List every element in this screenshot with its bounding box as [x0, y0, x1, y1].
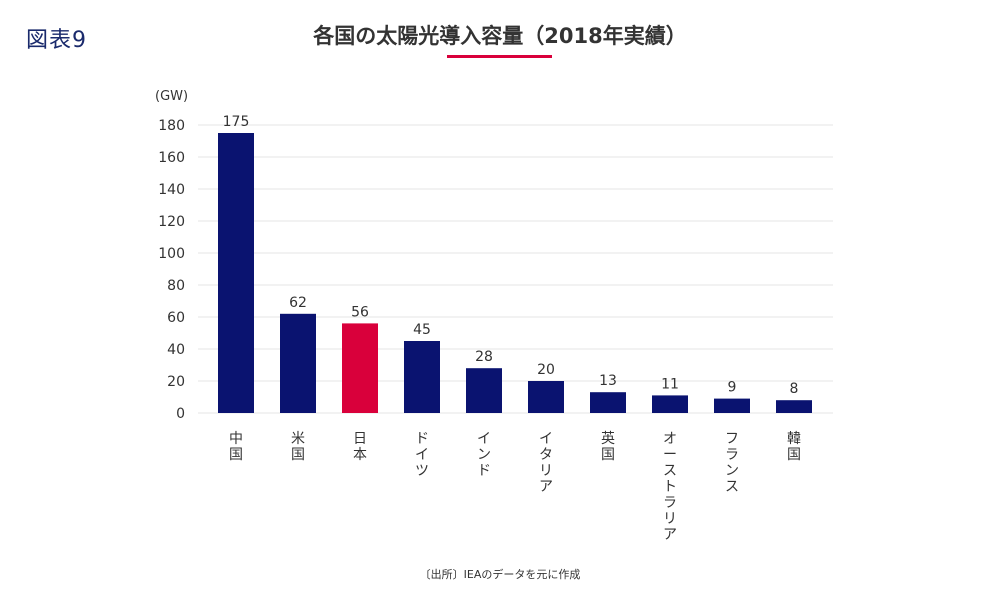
- category-label-4: インド: [477, 431, 491, 479]
- bar-1: [280, 313, 316, 413]
- data-label-0: 175: [223, 114, 250, 130]
- data-label-1: 62: [289, 295, 307, 311]
- bar-9: [776, 400, 812, 413]
- bar-8: [714, 398, 750, 413]
- y-tick-label: 60: [167, 310, 185, 326]
- bar-0: [218, 133, 254, 413]
- category-label-9: 韓国: [787, 431, 801, 463]
- y-tick-label: 140: [158, 182, 185, 198]
- x-axis-labels: 中国 米国 日本 ドイツ インド イタリア 英国 オーストラリア フランス 韓国: [229, 430, 801, 543]
- category-label-2: 日本: [353, 431, 367, 463]
- y-tick-label: 100: [158, 246, 185, 262]
- data-label-8: 9: [728, 380, 737, 396]
- category-label-6: 英国: [601, 430, 615, 463]
- y-tick-label: 180: [158, 118, 185, 134]
- chart-title: 各国の太陽光導入容量（2018年実績）: [313, 24, 687, 48]
- source-note: 〔出所〕IEAのデータを元に作成: [419, 568, 581, 581]
- bar-7: [652, 395, 688, 413]
- data-label-5: 20: [537, 362, 555, 378]
- y-tick-label: 120: [158, 214, 185, 230]
- data-label-6: 13: [599, 373, 617, 389]
- figure-label: 図表9: [26, 28, 87, 53]
- bar-3: [404, 341, 440, 413]
- bars: [218, 133, 812, 413]
- category-label-0: 中国: [229, 431, 243, 463]
- y-tick-label: 40: [167, 342, 185, 358]
- category-label-5: イタリア: [539, 431, 553, 495]
- y-tick-label: 20: [167, 374, 185, 390]
- data-label-7: 11: [661, 376, 679, 392]
- data-label-9: 8: [790, 381, 799, 397]
- bar-5: [528, 381, 564, 413]
- y-axis-unit: (GW): [155, 89, 189, 104]
- data-label-4: 28: [475, 349, 493, 365]
- y-tick-label: 80: [167, 278, 185, 294]
- data-labels: 175 62 56 45 28 20 13 11 9 8: [223, 114, 799, 397]
- category-label-7: オーストラリア: [663, 431, 677, 543]
- category-label-3: ドイツ: [415, 431, 429, 479]
- bar-4: [466, 368, 502, 413]
- y-axis-ticks: 0 20 40 60 80 100 120 140 160 180: [158, 118, 185, 422]
- category-label-8: フランス: [725, 431, 739, 495]
- bar-2: [342, 323, 378, 413]
- bar-6: [590, 392, 626, 413]
- data-label-3: 45: [413, 322, 431, 338]
- y-tick-label: 0: [176, 406, 185, 422]
- title-underline: [447, 55, 552, 58]
- data-label-2: 56: [351, 304, 369, 320]
- category-label-1: 米国: [291, 431, 305, 463]
- y-tick-label: 160: [158, 150, 185, 166]
